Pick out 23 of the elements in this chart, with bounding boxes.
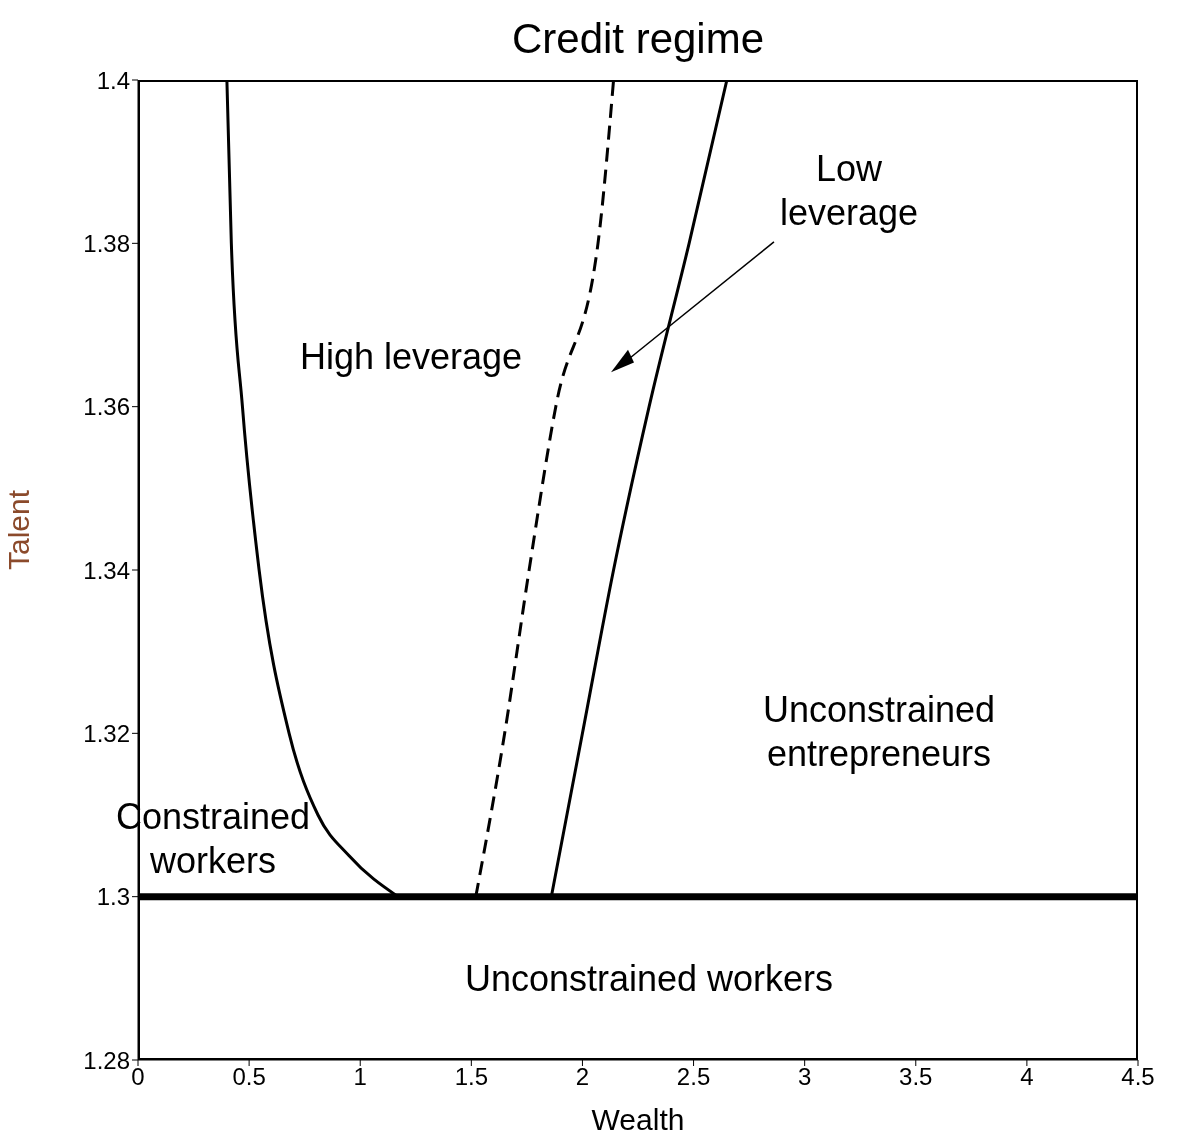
annotation: Low leverage — [779, 147, 919, 233]
x-tick-label: 4.5 — [1121, 1063, 1155, 1091]
x-tick-label: 0 — [131, 1063, 145, 1091]
annotation: Unconstrained workers — [464, 957, 834, 999]
y-tick-label: 1.3 — [96, 883, 130, 911]
y-tick-label: 1.38 — [83, 229, 130, 257]
x-tick-label: 2.5 — [676, 1063, 711, 1091]
x-tick-label: 3.5 — [899, 1063, 933, 1091]
y-tick-label: 1.28 — [83, 1046, 130, 1074]
y-tick-label: 1.34 — [83, 556, 130, 584]
y-tick-label: 1.4 — [96, 66, 130, 94]
x-tick-label: 4 — [1020, 1063, 1034, 1091]
x-tick-label: 1.5 — [454, 1063, 489, 1091]
x-tick-label: 0.5 — [232, 1063, 266, 1091]
annotation: High leverage — [299, 336, 523, 378]
y-tick-label: 1.36 — [83, 393, 130, 421]
chart-title: Credit regime — [511, 15, 765, 62]
y-tick-label: 1.32 — [83, 719, 130, 747]
annotation: Unconstrained entrepreneurs — [762, 688, 996, 774]
x-axis-title: Wealth — [591, 1103, 685, 1136]
x-tick-label: 2 — [575, 1063, 590, 1091]
x-tick-label: 3 — [797, 1063, 812, 1091]
x-tick-label: 1 — [353, 1063, 367, 1091]
